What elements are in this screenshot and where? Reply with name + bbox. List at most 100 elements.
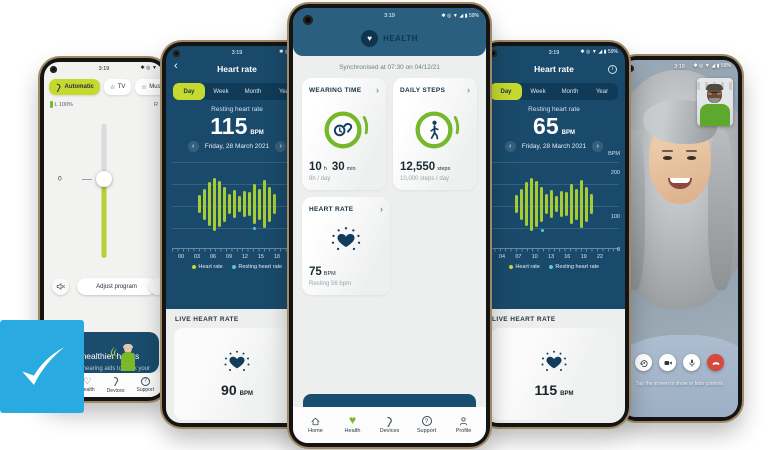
nav-item-home[interactable]: Home	[301, 416, 331, 434]
bluetooth-icon: ✱	[441, 12, 446, 19]
chart-bar	[223, 186, 226, 222]
health-header: 3:19 ✱ ◎ ▼ ◢ ▮ 59% ♥ HEALTH	[293, 8, 486, 56]
chart-bar	[540, 186, 543, 222]
next-day-button[interactable]: ›	[275, 141, 287, 153]
chart-bar	[198, 195, 201, 213]
status-time: 3:19	[98, 65, 110, 72]
wearing-time-card[interactable]: WEARING TIME › 10 h 30 min	[302, 78, 386, 190]
program-chip-tv[interactable]: ☆ TV	[103, 79, 132, 95]
y-axis-0: 0	[616, 247, 620, 254]
heart-rate-chart: BPM 200 100 0	[489, 151, 620, 253]
program-chip-automatic[interactable]: Automatic	[49, 79, 100, 95]
chart-bar	[525, 182, 528, 227]
live-value: 115 BPM	[534, 382, 574, 398]
nav-item-profile[interactable]: Profile	[449, 416, 479, 434]
chart-bar	[268, 186, 271, 222]
chart-bar	[273, 194, 276, 215]
nav-item-support[interactable]: ? Support	[416, 416, 437, 434]
question-mark-icon: ?	[140, 376, 150, 386]
camera-toggle-button[interactable]	[659, 354, 676, 371]
more-options-button[interactable]	[149, 278, 164, 295]
card-label: DAILY STEPS	[400, 87, 446, 94]
heart-icon: ♥	[348, 413, 357, 428]
chart-bars	[198, 160, 276, 248]
chart-legend: Heart rate Resting heart rate	[483, 264, 625, 270]
x-axis-label: 13	[547, 254, 555, 261]
chart-bar	[248, 192, 251, 217]
tab-day[interactable]: Day	[490, 83, 522, 100]
promo-banner-peek[interactable]	[303, 394, 476, 407]
tab-year[interactable]: Year	[278, 88, 292, 95]
mute-button[interactable]	[52, 278, 69, 295]
live-heart-rate-card[interactable]: 115 BPM	[491, 328, 617, 420]
live-heart-rate-card[interactable]: 90 BPM	[174, 328, 300, 420]
nav-item-devices[interactable]: Devices	[107, 376, 124, 394]
adjust-program-button[interactable]: Adjust program	[77, 278, 156, 295]
tab-week[interactable]: Week	[213, 88, 229, 95]
camera-punch-hole	[303, 15, 313, 25]
switch-camera-button[interactable]	[635, 354, 652, 371]
tab-year[interactable]: Year	[595, 88, 609, 95]
call-hint-text: Tap the screen to show or hide controls	[636, 381, 723, 387]
wearing-time-ring-icon	[324, 111, 369, 149]
program-chip-music[interactable]: ☆ Music	[135, 79, 164, 95]
heart-rate-card[interactable]: HEART RATE › 75 BPM Resting 56 bpm	[302, 197, 390, 295]
nav-item-support[interactable]: ? Support	[136, 376, 154, 394]
chart-bar	[560, 190, 563, 218]
daily-steps-goal: 10,000 steps / day	[400, 176, 450, 182]
daily-steps-card[interactable]: DAILY STEPS › 12,550 steps	[393, 78, 477, 190]
daily-steps-value: 12,550 steps	[400, 161, 451, 173]
microphone-button[interactable]	[683, 354, 700, 371]
live-value: 90 BPM	[221, 382, 253, 398]
status-bar: 3:19 ✱ ◎ ▼ ◢ ▮ 59%	[293, 8, 486, 24]
nav-item-devices[interactable]: Devices	[375, 416, 405, 434]
sound-waves-icon	[111, 347, 121, 359]
app-title: HEALTH	[383, 34, 418, 43]
data-saver-icon: ◎	[699, 63, 704, 69]
previous-day-button[interactable]: ‹	[504, 141, 516, 153]
status-bar: 3:19 ✱ ◎ ▼ ◢ ▮ 59%	[621, 60, 738, 73]
battery-left: L 100%	[50, 101, 73, 108]
battery-bar-icon	[50, 101, 53, 108]
card-label: HEART RATE	[309, 206, 354, 213]
page-title: Heart rate	[217, 64, 257, 74]
wifi-icon: ▼	[591, 49, 597, 55]
legend-resting-heart-rate: Resting heart rate	[231, 264, 282, 270]
screen-header: Heart rate i	[483, 59, 625, 79]
chart-bar	[585, 186, 588, 222]
checkmark-icon	[22, 346, 65, 385]
x-axis-label: 06	[209, 254, 217, 261]
data-saver-icon: ◎	[284, 49, 290, 55]
battery-right: R	[154, 101, 158, 108]
next-day-button[interactable]: ›	[592, 141, 604, 153]
nav-item-health[interactable]: ♡ Health	[80, 376, 95, 393]
volume-slider-thumb[interactable]	[96, 171, 112, 187]
y-axis-100: 100	[610, 214, 620, 221]
end-call-button[interactable]	[707, 354, 724, 371]
status-icons: ✱ ◎ ▼ ◢ ▮ 59%	[580, 50, 618, 55]
nav-item-health[interactable]: ♥ Health	[344, 413, 361, 434]
tab-month[interactable]: Month	[561, 88, 579, 95]
tab-week[interactable]: Week	[530, 88, 546, 95]
x-axis-label: 10	[531, 254, 538, 261]
star-icon: ☆	[141, 84, 147, 91]
volume-slider-track[interactable]	[101, 124, 107, 258]
bluetooth-icon: ✱	[693, 63, 698, 69]
camera-punch-hole	[627, 65, 634, 72]
tab-month[interactable]: Month	[244, 88, 262, 95]
self-view-pip[interactable]	[697, 78, 733, 126]
previous-day-button[interactable]: ‹	[187, 141, 199, 153]
volume-zero-tick	[82, 179, 92, 180]
heart-outline-icon: ♡	[83, 376, 92, 387]
tab-day[interactable]: Day	[173, 83, 205, 100]
x-axis-ticks	[489, 248, 619, 254]
x-axis-label: 09	[225, 254, 233, 261]
info-icon[interactable]: i	[608, 64, 617, 74]
back-icon[interactable]: ‹	[174, 60, 178, 72]
phone-heart-rate-year: 3:19 ✱ ◎ ▼ ◢ ▮ 59% Heart rate i Day Week Mont…	[479, 42, 629, 427]
woman-shoulders	[621, 335, 738, 417]
program-chips: Automatic ☆ TV ☆ Music	[49, 79, 164, 95]
chart-bar	[238, 196, 241, 212]
home-icon	[311, 417, 320, 425]
